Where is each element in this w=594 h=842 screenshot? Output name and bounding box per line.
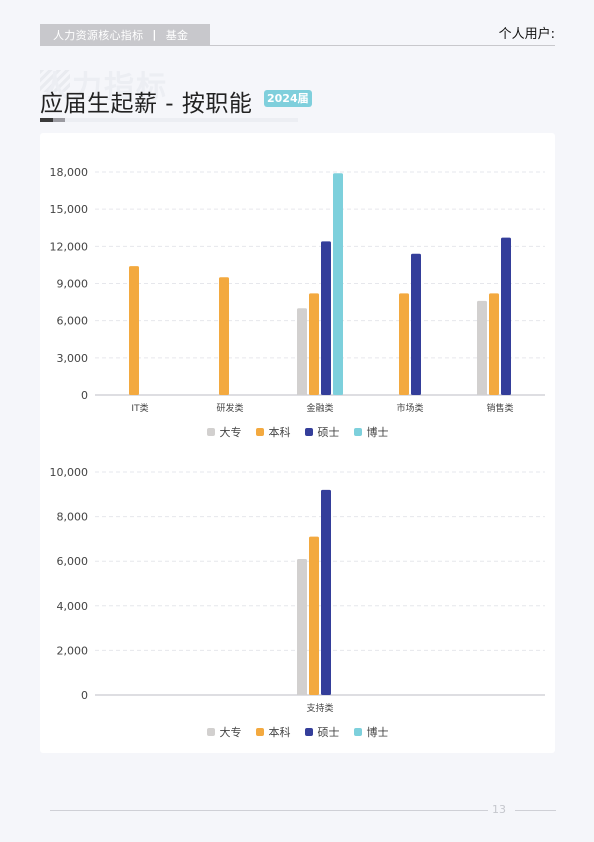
user-label: 个人用户: [498,27,555,42]
x-tick-label: 市场类 [396,402,423,414]
y-tick-label: 3,000 [57,352,89,365]
bar-硕士-销售类[interactable] [501,237,511,395]
legend-item[interactable]: 硕士 [304,724,340,740]
header-category-label: 基金 [165,28,189,42]
y-tick-label: 0 [81,689,88,702]
chart-legend-top: 大专 本科 硕士 博士 [40,424,555,440]
page-number: 13 [492,803,506,816]
header-section-tag: 人力资源核心指标 | 基金 [40,24,210,45]
bar-硕士-支持类[interactable] [321,489,331,695]
legend-label: 博士 [366,726,389,739]
legend-swatch [255,428,264,436]
legend-swatch [304,728,313,736]
y-tick-label: 2,000 [57,644,89,657]
legend-label: 博士 [366,426,389,439]
legend-item[interactable]: 博士 [353,424,389,440]
legend-item[interactable]: 大专 [206,424,242,440]
x-tick-label: 销售类 [486,402,513,414]
legend-swatch [255,728,264,736]
page-title: 应届生起薪 - 按职能 [40,91,253,117]
y-tick-label: 15,000 [50,203,89,216]
bar-大专-销售类[interactable] [477,300,487,395]
legend-swatch [353,728,362,736]
x-tick-label: IT类 [131,402,148,414]
bar-本科-市场类[interactable] [399,293,409,395]
header-divider [40,45,555,46]
legend-label: 大专 [219,726,242,739]
legend-label: 大专 [219,426,242,439]
legend-label: 硕士 [317,426,340,439]
year-badge: 2024届 [264,90,312,107]
legend-swatch [206,728,215,736]
y-tick-label: 10,000 [50,466,89,479]
bar-本科-支持类[interactable] [309,536,319,695]
legend-label: 硕士 [317,726,340,739]
x-tick-label: 金融类 [306,402,333,414]
legend-item[interactable]: 博士 [353,724,389,740]
legend-item[interactable]: 硕士 [304,424,340,440]
bar-本科-金融类[interactable] [309,293,319,395]
bar-本科-IT类[interactable] [129,266,139,395]
bar-大专-金融类[interactable] [297,308,307,395]
legend-swatch [304,428,313,436]
bar-博士-金融类[interactable] [333,173,343,395]
legend-item[interactable]: 本科 [255,424,291,440]
header-section-label: 人力资源核心指标 [53,28,144,42]
y-tick-label: 4,000 [57,600,89,613]
legend-item[interactable]: 本科 [255,724,291,740]
bar-硕士-市场类[interactable] [411,253,421,395]
header-separator: | [152,28,157,41]
y-tick-label: 12,000 [50,240,89,253]
legend-item[interactable]: 大专 [206,724,242,740]
title-watermark: 人力指标 [40,70,168,105]
x-tick-label: 支持类 [306,702,333,714]
bar-chart-by-function: 0 3,000 6,000 9,000 12,000 15,000 18,000 IT类 研发类… [50,166,545,414]
legend-label: 本科 [268,726,291,739]
legend-label: 本科 [268,426,291,439]
legend-swatch [353,428,362,436]
chart-legend-bottom: 大专 本科 硕士 博士 [40,724,555,740]
bar-大专-支持类[interactable] [297,558,307,695]
legend-swatch [206,428,215,436]
x-tick-label: 研发类 [216,402,243,414]
footer-divider-left [50,810,488,811]
footer-divider-right [515,810,556,811]
y-tick-label: 6,000 [57,555,89,568]
bar-本科-销售类[interactable] [489,293,499,395]
y-tick-label: 6,000 [57,315,89,328]
y-tick-label: 9,000 [57,278,89,291]
y-tick-label: 0 [81,389,88,402]
y-tick-label: 8,000 [57,511,89,524]
bar-硕士-金融类[interactable] [321,241,331,395]
chart-card: 0 3,000 6,000 9,000 12,000 15,000 18,000 IT类 研发类… [40,133,555,753]
bar-chart-support: 0 2,000 4,000 6,000 8,000 10,000 支持类 [50,466,545,714]
watermark-stripes [40,70,70,92]
y-tick-label: 18,000 [50,166,89,179]
title-underline [40,118,298,122]
bar-本科-研发类[interactable] [219,277,229,395]
